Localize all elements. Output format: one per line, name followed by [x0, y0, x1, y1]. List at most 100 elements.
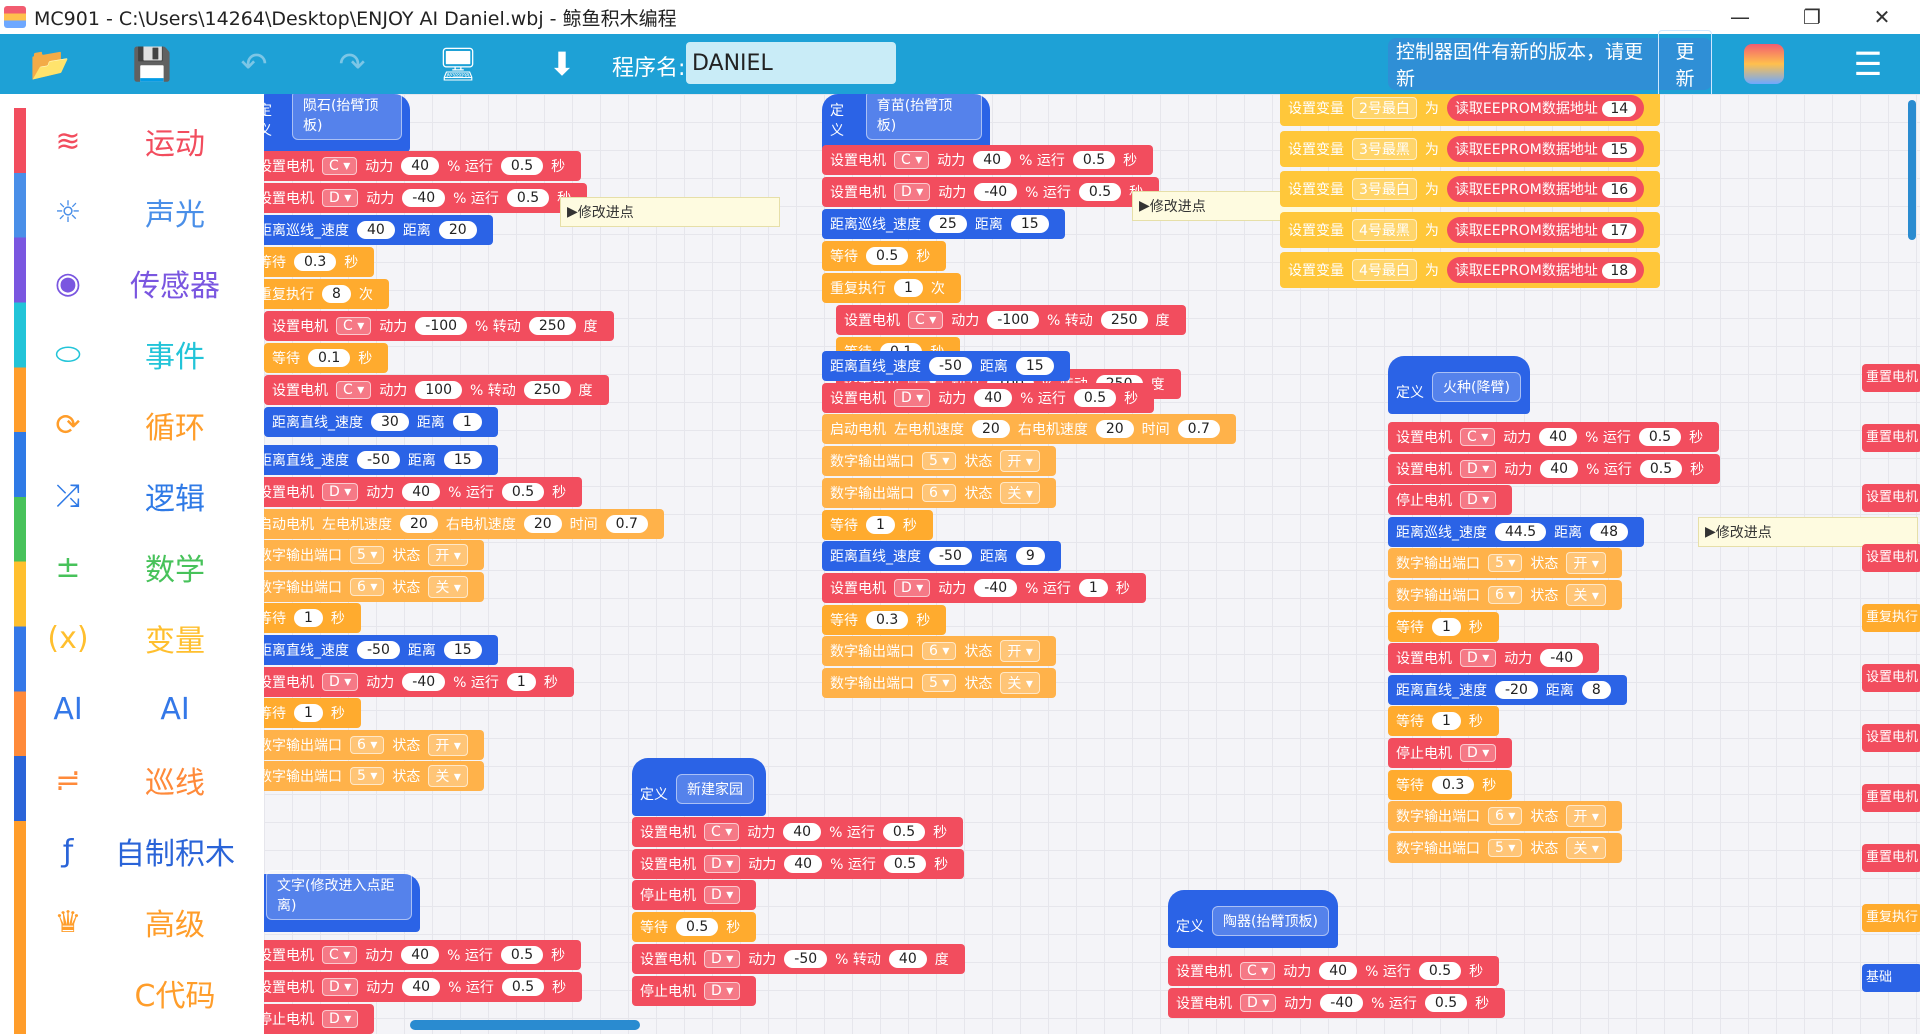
menu-icon[interactable]: ☰ [1853, 45, 1883, 83]
horizontal-scrollbar[interactable] [410, 1020, 640, 1030]
code-block[interactable]: 等待 0.5 秒 [822, 241, 947, 271]
set-variable-block[interactable]: 设置变量 2号最白为读取EEPROM数据地址 14 [1280, 94, 1661, 126]
code-block[interactable]: 距离巡线_速度 44.5 距离 48 [1388, 516, 1644, 547]
code-block[interactable]: 等待 1 秒 [822, 509, 933, 540]
set-variable-block[interactable]: 设置变量 3号最黑为读取EEPROM数据地址 15 [1280, 130, 1661, 167]
comment-note[interactable]: ▶ 修改进点 [560, 197, 780, 227]
code-block[interactable]: 数字输出端口 6 ▾ 状态关 ▾ [822, 477, 1056, 508]
download-icon[interactable]: ⬇ [548, 45, 576, 83]
category-function[interactable]: ƒ 自制积木 [30, 816, 262, 886]
code-block[interactable]: 启动电机 左电机速度 20 右电机速度 20 时间 0.7 [822, 414, 1236, 445]
code-block[interactable]: 距离直线_速度 -50 距离 15 [264, 635, 498, 665]
code-block[interactable]: 设置电机 D ▾ 动力 40% 运行 0.5 秒 [822, 382, 1155, 413]
code-block[interactable]: 设置电机 D ▾ 动力 -50% 转动 40 度 [632, 943, 965, 974]
code-block[interactable]: 设置电机 C ▾ 动力 40% 运行 0.5 秒 [632, 817, 964, 847]
minimize-button[interactable]: — [1730, 5, 1750, 29]
code-block[interactable]: 距离巡线_速度 25 距离 15 [822, 209, 1065, 239]
code-block[interactable]: 等待 0.5 秒 [632, 912, 757, 943]
code-block[interactable]: 距离直线_速度 30 距离 1 [264, 407, 498, 437]
define-hat-block[interactable]: 文字(修改进入点距离) [264, 870, 420, 932]
code-block[interactable]: 等待 1 秒 [1388, 611, 1499, 642]
define-hat-block[interactable]: 定义 陨石(抬臂顶板) [264, 94, 410, 152]
code-block[interactable]: 重复执行 8 次 [264, 279, 389, 309]
code-block[interactable]: 数字输出端口 6 ▾ 状态开 ▾ [1388, 801, 1622, 832]
palette-block[interactable]: 重复执行 [1862, 604, 1920, 632]
brand-icon[interactable] [1744, 44, 1784, 84]
code-block[interactable]: 数字输出端口 6 ▾ 状态关 ▾ [1388, 580, 1622, 610]
code-block[interactable]: 距离直线_速度 -50 距离 15 [822, 351, 1070, 381]
code-block[interactable]: 停止电机 D ▾ [1388, 485, 1513, 516]
code-block[interactable]: 距离直线_速度 -50 距离 9 [822, 541, 1061, 572]
category-loop[interactable]: ⟳ 循环 [30, 390, 262, 460]
code-block[interactable]: 设置电机 C ▾ 动力 40% 运行 0.5 秒 [1388, 422, 1720, 452]
code-block[interactable]: 设置电机 C ▾ 动力 40% 运行 0.5 秒 [1168, 956, 1500, 986]
code-view-icon[interactable]: 🖥 [437, 45, 479, 83]
palette-block[interactable]: 重置电机 [1862, 784, 1920, 812]
code-block[interactable]: 数字输出端口 5 ▾ 状态开 ▾ [822, 446, 1056, 477]
palette-block[interactable]: 设置电机 [1862, 544, 1920, 572]
redo-icon[interactable]: ↷ [338, 45, 366, 83]
code-block[interactable]: 设置电机 C ▾ 动力 40% 运行 0.5 秒 [822, 145, 1154, 175]
code-block[interactable]: 数字输出端口 5 ▾ 状态关 ▾ [822, 668, 1056, 698]
code-block[interactable]: 等待 0.3 秒 [822, 604, 947, 635]
code-block[interactable]: 设置电机 D ▾ 动力 -40% 运行 1 秒 [264, 666, 574, 697]
category-motion[interactable]: ≋ 运动 [30, 106, 262, 176]
save-icon[interactable]: 💾 [132, 45, 172, 83]
code-block[interactable]: 设置电机 D ▾ 动力 -40 [1388, 643, 1600, 674]
code-block[interactable]: 设置电机 D ▾ 动力 40% 运行 0.5 秒 [632, 848, 965, 879]
close-button[interactable]: ✕ [1873, 5, 1891, 29]
open-file-icon[interactable]: 📂 [30, 45, 70, 83]
code-block[interactable]: 设置电机 C ▾ 动力 40% 运行 0.5 秒 [264, 151, 582, 181]
palette-block[interactable]: 重置电机 [1862, 424, 1920, 452]
code-block[interactable]: 等待 1 秒 [264, 698, 361, 729]
palette-block[interactable]: 重置电机 [1862, 844, 1920, 872]
code-block[interactable]: 设置电机 D ▾ 动力 -40% 运行 1 秒 [822, 572, 1146, 603]
palette-block[interactable]: 设置电机 [1862, 664, 1920, 692]
code-block[interactable]: 等待 1 秒 [1388, 706, 1499, 737]
define-hat-block[interactable]: 定义 育苗(抬臂顶板) [822, 94, 990, 152]
code-block[interactable]: 设置电机 D ▾ 动力 40% 运行 0.5 秒 [264, 477, 583, 507]
maximize-button[interactable]: ❐ [1803, 5, 1821, 29]
category-advanced[interactable]: ♛ 高级 [30, 887, 262, 957]
set-variable-block[interactable]: 设置变量 3号最白为读取EEPROM数据地址 16 [1280, 171, 1661, 207]
code-block[interactable]: 等待 0.3 秒 [1388, 769, 1513, 800]
palette-block[interactable]: 重复执行 [1862, 904, 1920, 932]
palette-block[interactable]: 基础 [1862, 964, 1920, 992]
block-canvas[interactable]: 定义 陨石(抬臂顶板) 设置电机 C ▾ 动力 40% 运行 0.5 秒设置电机 D ▾ 动力 -… [264, 94, 1920, 1034]
undo-icon[interactable]: ↶ [240, 45, 268, 83]
category-logic[interactable]: ⤮ 逻辑 [30, 461, 262, 531]
program-name-input[interactable] [686, 42, 896, 84]
set-variable-block[interactable]: 设置变量 4号最黑为读取EEPROM数据地址 17 [1280, 211, 1661, 248]
palette-block[interactable]: 重置电机 [1862, 364, 1920, 392]
code-block[interactable]: 设置电机 D ▾ 动力 40% 运行 0.5 秒 [1388, 453, 1721, 484]
define-hat-block[interactable]: 定义 陶器(抬臂顶板) [1168, 890, 1338, 948]
code-block[interactable]: 距离直线_速度 -20 距离 8 [1388, 674, 1627, 705]
code-block[interactable]: 设置电机 C ▾ 动力 -100% 转动 250 度 [836, 305, 1186, 335]
code-block[interactable]: 距离直线_速度 -50 距离 15 [264, 445, 498, 476]
category-sound-light[interactable]: ☼ 声光 [30, 177, 262, 247]
code-block[interactable]: 设置电机 C ▾ 动力 -100% 转动 250 度 [264, 311, 614, 341]
category-math[interactable]: ± 数学 [30, 532, 262, 602]
code-block[interactable]: 停止电机 D ▾ [1388, 738, 1513, 768]
vertical-scrollbar[interactable] [1908, 100, 1916, 240]
category-variable[interactable]: (x) 变量 [30, 603, 262, 673]
code-block[interactable]: 启动电机 左电机速度 20 右电机速度 20 时间 0.7 [264, 508, 664, 539]
category-c-code[interactable]: C代码 [30, 958, 262, 1028]
category-line-follow[interactable]: ≓ 巡线 [30, 745, 262, 815]
update-button[interactable]: 更新 [1657, 30, 1712, 98]
code-block[interactable]: 数字输出端口 6 ▾ 状态关 ▾ [264, 571, 484, 602]
palette-block[interactable]: 设置电机 [1862, 724, 1920, 752]
code-block[interactable]: 距离巡线_速度 40 距离 20 [264, 215, 493, 245]
code-block[interactable]: 等待 1 秒 [264, 603, 361, 634]
category-ai[interactable]: AI AI [30, 674, 262, 744]
code-block[interactable]: 重复执行 1 次 [822, 273, 961, 303]
define-hat-block[interactable]: 定义 火种(降臂) [1388, 356, 1530, 414]
code-block[interactable]: 数字输出端口 5 ▾ 状态开 ▾ [264, 540, 484, 571]
code-block[interactable]: 数字输出端口 5 ▾ 状态开 ▾ [1388, 548, 1622, 579]
comment-note[interactable]: ▶ 修改进点 [1698, 517, 1918, 547]
define-hat-block[interactable]: 定义 新建家园 [632, 758, 766, 816]
code-block[interactable]: 停止电机 D ▾ [264, 1004, 375, 1034]
